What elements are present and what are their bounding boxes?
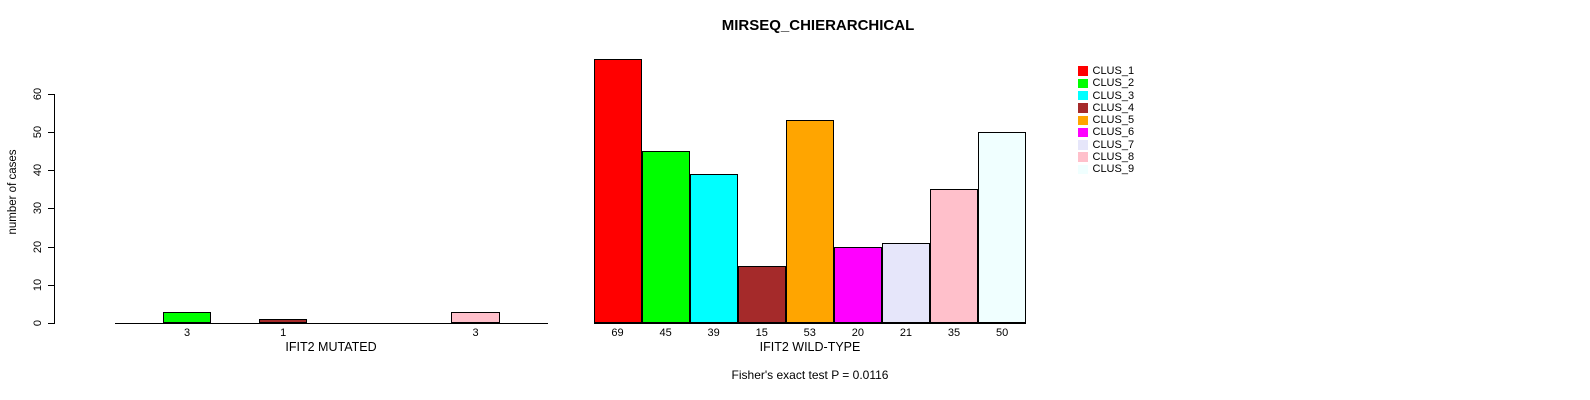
legend-label: CLUS_1	[1092, 65, 1135, 77]
y-axis-tick	[48, 170, 54, 172]
y-axis-tick	[48, 131, 54, 133]
y-axis-tick-label: 10	[32, 278, 44, 291]
bar-clus-9-ifit2-wild-type	[978, 131, 1027, 323]
y-axis-tick	[48, 284, 54, 286]
legend: CLUS_1 CLUS_2 CLUS_3 CLUS_4 CLUS_5 CLUS_6 CLUS…	[1078, 65, 1134, 176]
legend-swatch-clus-3	[1078, 90, 1088, 101]
bar-value-label: 45	[659, 327, 672, 339]
y-axis-tick	[48, 93, 54, 95]
y-axis-tick	[48, 246, 54, 248]
bar-value-label: 1	[280, 327, 287, 339]
legend-swatch-clus-5	[1078, 115, 1088, 126]
legend-item-clus-5: CLUS_5	[1078, 114, 1134, 126]
bar-value-label: 3	[472, 327, 479, 339]
bar-clus-2-ifit2-mutated	[163, 311, 212, 323]
bar-clus-2-ifit2-wild-type	[641, 150, 690, 323]
bar-clus-4-ifit2-mutated	[259, 319, 308, 323]
y-axis-tick-label: 20	[32, 240, 44, 253]
legend-label: CLUS_2	[1092, 77, 1135, 90]
legend-item-clus-6: CLUS_6	[1078, 126, 1134, 138]
legend-swatch-clus-8	[1078, 152, 1088, 162]
x-axis-title-mutated: IFIT2 MUTATED	[285, 340, 377, 354]
legend-item-clus-2: CLUS_2	[1078, 77, 1134, 89]
legend-swatch-clus-7	[1078, 140, 1088, 150]
x-axis-line-ifit2-wild-type	[593, 323, 1027, 324]
y-axis-tick-label: 60	[32, 87, 44, 100]
legend-swatch-clus-4	[1078, 103, 1088, 113]
legend-item-clus-9: CLUS_9	[1078, 163, 1134, 175]
y-axis-title: number of cases	[7, 149, 19, 235]
x-axis-line-ifit2-mutated	[115, 323, 548, 324]
legend-item-clus-3: CLUS_3	[1078, 90, 1134, 102]
chart-title: MIRSEQ_CHIERARCHICAL	[721, 17, 915, 34]
y-axis-tick	[48, 208, 54, 210]
y-axis-line	[54, 93, 55, 324]
legend-label: CLUS_3	[1092, 89, 1135, 102]
bar-value-label: 21	[899, 327, 913, 339]
bar-clus-4-ifit2-wild-type	[737, 265, 786, 323]
y-axis-tick	[48, 323, 54, 324]
x-axis-title-wildtype: IFIT2 WILD-TYPE	[759, 340, 861, 354]
legend-swatch-clus-6	[1078, 127, 1088, 138]
bar-value-label: 20	[851, 327, 864, 339]
legend-item-clus-8: CLUS_8	[1078, 151, 1134, 163]
legend-item-clus-1: CLUS_1	[1078, 65, 1134, 77]
legend-swatch-clus-2	[1078, 78, 1088, 89]
bar-clus-5-ifit2-wild-type	[785, 120, 834, 323]
y-axis-tick-label: 0	[32, 319, 44, 327]
legend-label: CLUS_6	[1092, 126, 1135, 139]
legend-label: CLUS_9	[1092, 163, 1135, 176]
bar-clus-8-ifit2-mutated	[451, 311, 500, 323]
bar-value-label: 3	[184, 327, 191, 339]
bar-clus-3-ifit2-wild-type	[689, 173, 738, 323]
bar-clus-6-ifit2-wild-type	[833, 246, 882, 323]
bar-value-label: 50	[995, 327, 1009, 339]
bar-value-label: 39	[707, 327, 720, 339]
legend-label: CLUS_7	[1092, 138, 1135, 151]
legend-label: CLUS_5	[1092, 114, 1135, 127]
bar-value-label: 53	[803, 327, 816, 339]
y-axis-tick-label: 40	[32, 163, 44, 177]
bar-clus-8-ifit2-wild-type	[929, 189, 979, 323]
y-axis-tick-label: 30	[32, 202, 44, 215]
legend-item-clus-4: CLUS_4	[1078, 102, 1134, 114]
legend-label: CLUS_8	[1092, 151, 1135, 164]
bar-value-label: 15	[755, 327, 768, 339]
legend-label: CLUS_4	[1092, 101, 1135, 114]
y-axis-tick-label: 50	[32, 125, 44, 138]
fisher-test-annotation: Fisher's exact test P = 0.0116	[731, 368, 889, 382]
bar-value-label: 69	[611, 327, 624, 339]
legend-item-clus-7: CLUS_7	[1078, 139, 1134, 151]
bar-clus-1-ifit2-wild-type	[593, 59, 642, 323]
bar-clus-7-ifit2-wild-type	[881, 242, 930, 323]
legend-swatch-clus-1	[1078, 66, 1088, 76]
bar-value-label: 35	[947, 327, 961, 339]
legend-swatch-clus-9	[1078, 164, 1088, 175]
